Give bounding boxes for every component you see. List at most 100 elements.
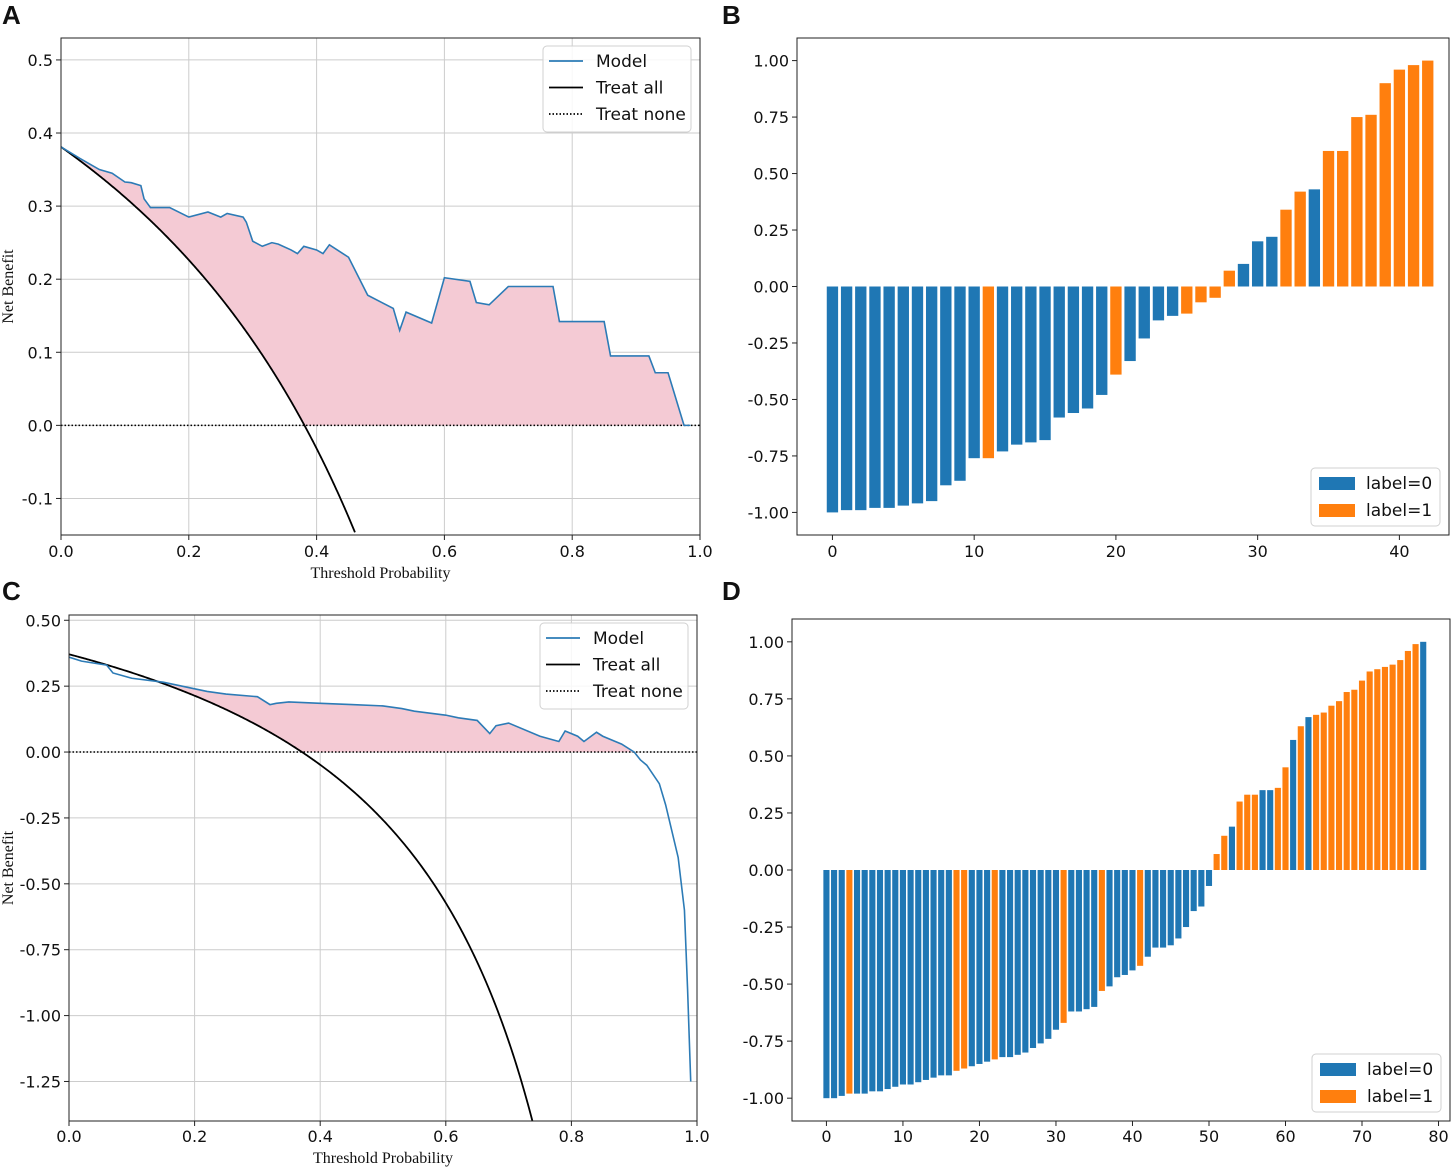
bar <box>1337 150 1349 287</box>
y-tick-label: -1.00 <box>743 1089 784 1108</box>
x-tick-label: 0.8 <box>559 542 584 561</box>
bar <box>1294 191 1306 287</box>
x-axis-label: Threshold Probability <box>311 565 451 582</box>
x-tick-label: 50 <box>1199 1127 1219 1146</box>
axes-frame <box>60 37 701 536</box>
legend: label=0 label=1 <box>1310 467 1441 527</box>
y-tick-label: 1.00 <box>748 633 784 652</box>
bar <box>1259 790 1266 870</box>
bar <box>930 870 937 1078</box>
panel-b: B 0 10 20 30 40 -1.00 -0.75 -0.50 -0.25 0.00 0.25 0.… <box>722 0 1450 561</box>
y-tick-label: 0.00 <box>748 861 784 880</box>
bar <box>831 870 838 1099</box>
legend-model-text: Model <box>596 52 647 72</box>
bar <box>1351 117 1363 287</box>
bar <box>1022 870 1029 1053</box>
legend-label0-text: label=0 <box>1367 1060 1433 1080</box>
bar <box>883 286 895 508</box>
treat-all-line <box>61 146 356 533</box>
x-tick-label: 10 <box>893 1127 913 1146</box>
bar <box>1358 680 1366 870</box>
bar <box>938 870 945 1076</box>
y-tick-label: 0.4 <box>28 124 53 143</box>
bar <box>1045 870 1052 1039</box>
bar <box>1182 870 1190 928</box>
bar <box>1381 666 1389 870</box>
x-tick-label: 1.0 <box>687 542 712 561</box>
bar <box>1114 870 1121 978</box>
bar <box>1366 671 1373 870</box>
legend-box <box>539 622 689 710</box>
y-tick-label: 1.00 <box>753 52 789 71</box>
y-axis-label: Net Benefit <box>0 249 17 324</box>
y-tick-label: 0.50 <box>753 165 789 184</box>
x-tick-label: 0.4 <box>304 542 329 561</box>
bar <box>1374 669 1381 870</box>
x-tick-label: 40 <box>1389 542 1409 561</box>
legend-model-text: Model <box>593 629 644 649</box>
bar <box>1181 286 1193 314</box>
bar <box>899 870 907 1085</box>
x-tick-label: 0.6 <box>432 542 457 561</box>
y-axis-label: Net Benefit <box>0 830 17 905</box>
y-tick-label: -0.1 <box>22 489 53 508</box>
bar <box>1052 870 1060 1030</box>
y-tick-label: -0.75 <box>20 941 61 960</box>
bar <box>925 286 938 502</box>
bar <box>1308 189 1321 287</box>
bar <box>1068 870 1075 1012</box>
bar <box>961 870 968 1069</box>
bar <box>1397 660 1404 870</box>
legend-label1-swatch <box>1320 1090 1356 1103</box>
bar <box>1075 870 1082 1012</box>
bar <box>1209 286 1221 298</box>
y-tick-label: -0.75 <box>748 447 789 466</box>
y-tick-label: -0.50 <box>20 875 61 894</box>
legend: Model Treat all Treat none <box>542 45 692 133</box>
x-tick-label: 0.2 <box>176 542 201 561</box>
x-tick-label: 80 <box>1428 1127 1448 1146</box>
bar <box>1190 870 1197 912</box>
bar <box>1152 286 1165 321</box>
y-tick-label: 0.3 <box>28 197 53 216</box>
legend-box <box>542 45 692 133</box>
bar <box>1266 236 1278 287</box>
x-tick-label: 60 <box>1275 1127 1295 1146</box>
bar <box>876 870 884 1092</box>
bar <box>826 286 839 513</box>
y-tick-label: 0.50 <box>25 611 61 630</box>
bar <box>907 870 914 1085</box>
plot-area <box>823 641 1427 1099</box>
axes-frame <box>68 614 698 1122</box>
bar <box>1379 83 1391 287</box>
bar <box>1039 286 1051 441</box>
x-axis-label: Threshold Probability <box>313 1150 453 1167</box>
bar <box>1351 689 1358 870</box>
x-tick-label: 20 <box>969 1127 989 1146</box>
panel-c: C 0.0 0.2 0.4 0.6 0.8 1.0 -1.25 -1.00 -0.75 -0.50 -… <box>0 576 710 1167</box>
y-tick-label: -1.00 <box>748 503 789 522</box>
y-tick-label: 0.25 <box>748 804 784 823</box>
bar <box>1029 870 1037 1048</box>
y-tick-label: -1.00 <box>20 1007 61 1026</box>
bar <box>1060 870 1067 1023</box>
panel-letter: A <box>2 0 21 30</box>
x-tick-label: 0.0 <box>56 1127 81 1146</box>
bar <box>991 870 998 1060</box>
bar <box>1420 641 1427 870</box>
bar <box>1251 794 1258 870</box>
x-tick-label: 0.6 <box>433 1127 458 1146</box>
bar <box>940 286 952 486</box>
bar <box>1006 870 1014 1058</box>
legend-treat-none-text: Treat none <box>595 105 686 125</box>
bar <box>892 870 899 1087</box>
bar <box>1166 286 1179 316</box>
bar <box>1213 854 1220 870</box>
bar <box>1081 286 1094 409</box>
benefit-area <box>69 654 691 753</box>
y-tick-label: -0.25 <box>743 918 784 937</box>
bar <box>1328 705 1335 870</box>
y-tick-label: 0.2 <box>28 270 53 289</box>
y-tick-label: 0.25 <box>25 677 61 696</box>
bar <box>1096 286 1108 395</box>
